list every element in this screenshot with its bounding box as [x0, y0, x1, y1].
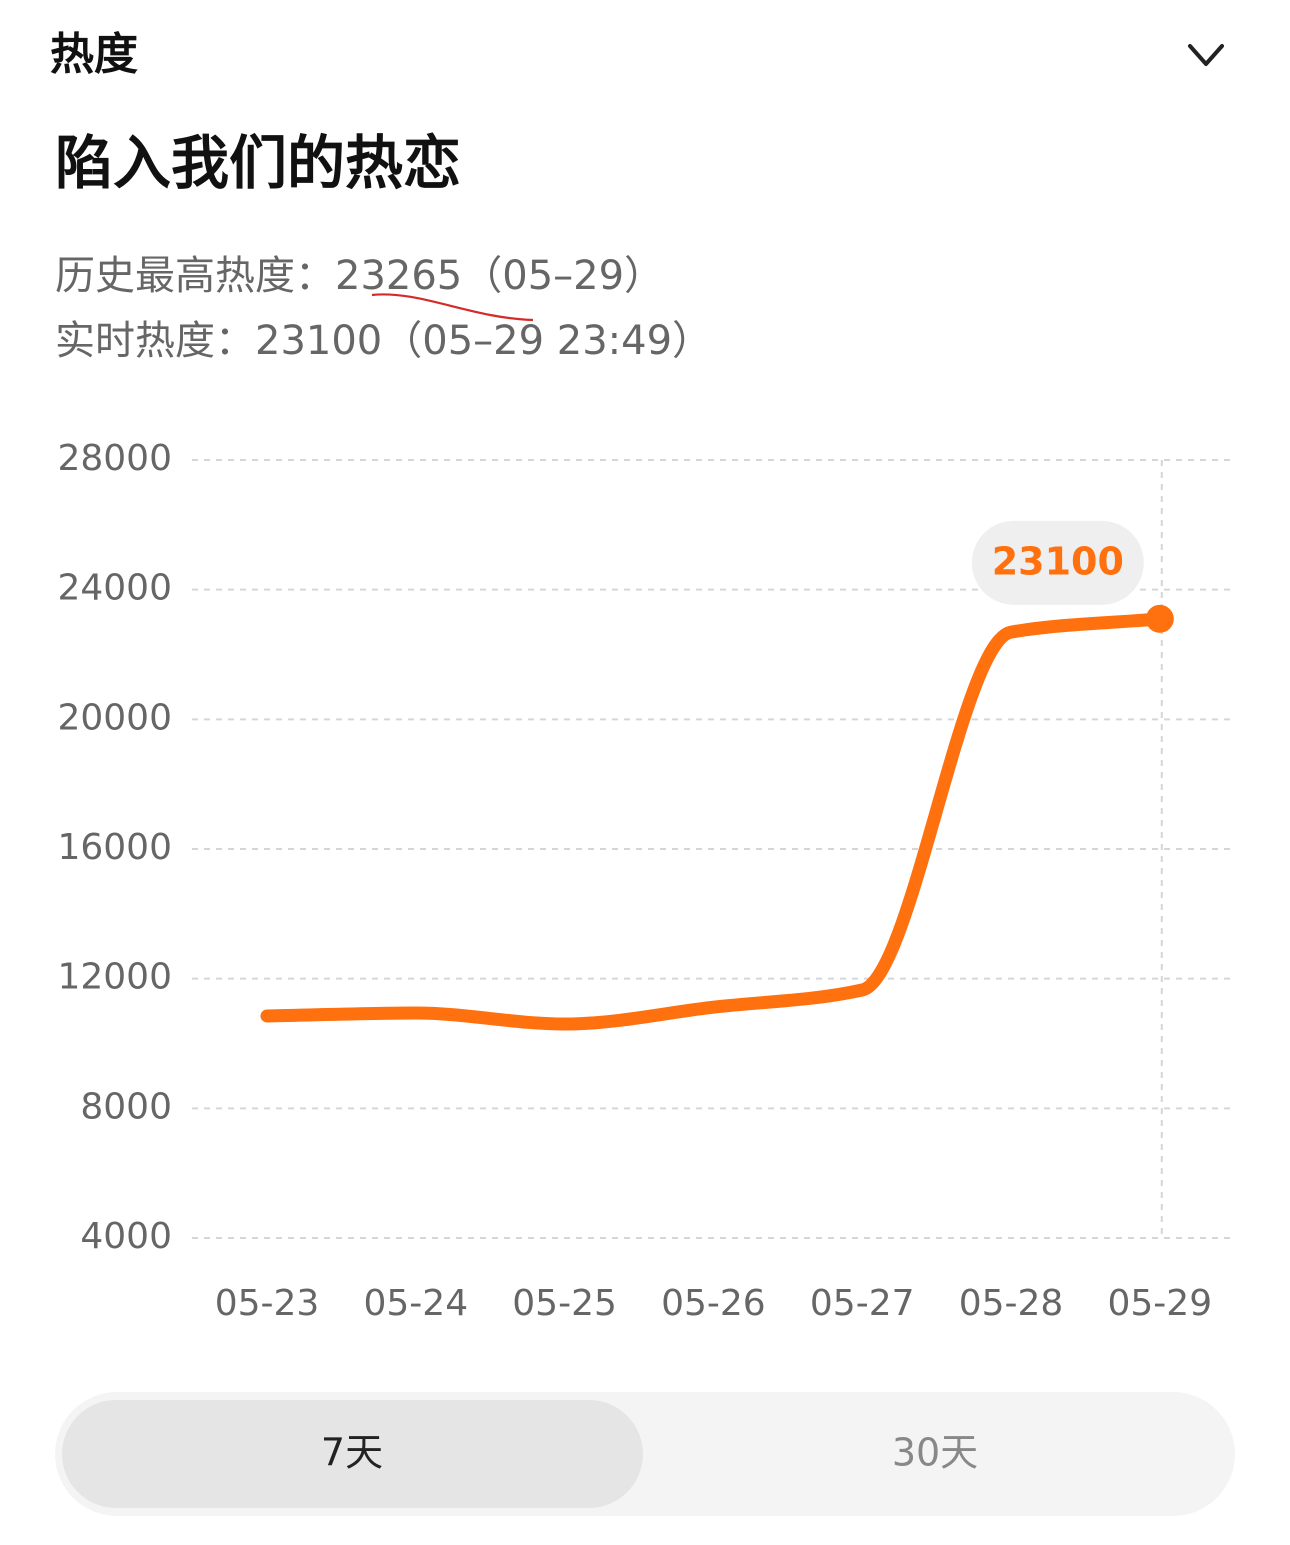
line — [260, 612, 1167, 1031]
y-tick-label: 20000 — [57, 697, 172, 738]
y-tick-label: 28000 — [57, 438, 172, 479]
x-tick-label: 05-26 — [661, 1283, 766, 1324]
section-title: 热度 — [50, 29, 138, 80]
y-tick-label: 24000 — [57, 568, 172, 609]
x-tick-label: 05-28 — [959, 1283, 1064, 1324]
history-stat: 历史最高热度：23265（05–29） — [55, 253, 664, 299]
y-tick-label: 12000 — [57, 957, 172, 998]
tab[interactable]: 30天 — [892, 1431, 978, 1475]
hand-underline — [371, 293, 534, 322]
history-label: 历史最高热度： — [55, 253, 335, 299]
x-tick-label: 05-24 — [363, 1283, 468, 1324]
collapse-chevron[interactable] — [1188, 44, 1224, 66]
realtime-label: 实时热度： — [55, 318, 255, 364]
tooltip-bg — [971, 520, 1144, 605]
chart: 4000 8000 12000 16000 20000 24000 28000 05-23 05… — [57, 438, 1230, 1324]
x-tick-label: 05-23 — [215, 1283, 320, 1324]
y-tick-label: 16000 — [57, 827, 172, 868]
y-tick-label: 8000 — [80, 1086, 172, 1127]
realtime-value: 23100 — [255, 318, 382, 364]
tab[interactable]: 7天 — [321, 1431, 383, 1475]
realtime-date: （05–29 23:49） — [382, 318, 712, 364]
tab-selected-bg — [62, 1400, 643, 1508]
y-tick-label: 4000 — [80, 1216, 172, 1257]
tooltip-value: 23100 — [992, 539, 1124, 583]
topic-title: 陷入我们的热恋 — [55, 129, 461, 197]
realtime-stat: 实时热度：23100（05–29 23:49） — [55, 318, 712, 364]
x-tick-label: 05-25 — [512, 1283, 617, 1324]
history-value: 23265 — [335, 253, 462, 299]
x-tick-label: 05-29 — [1107, 1283, 1212, 1324]
x-tick-label: 05-27 — [810, 1283, 915, 1324]
end-point — [1145, 604, 1174, 633]
history-date: （05–29） — [462, 253, 664, 299]
